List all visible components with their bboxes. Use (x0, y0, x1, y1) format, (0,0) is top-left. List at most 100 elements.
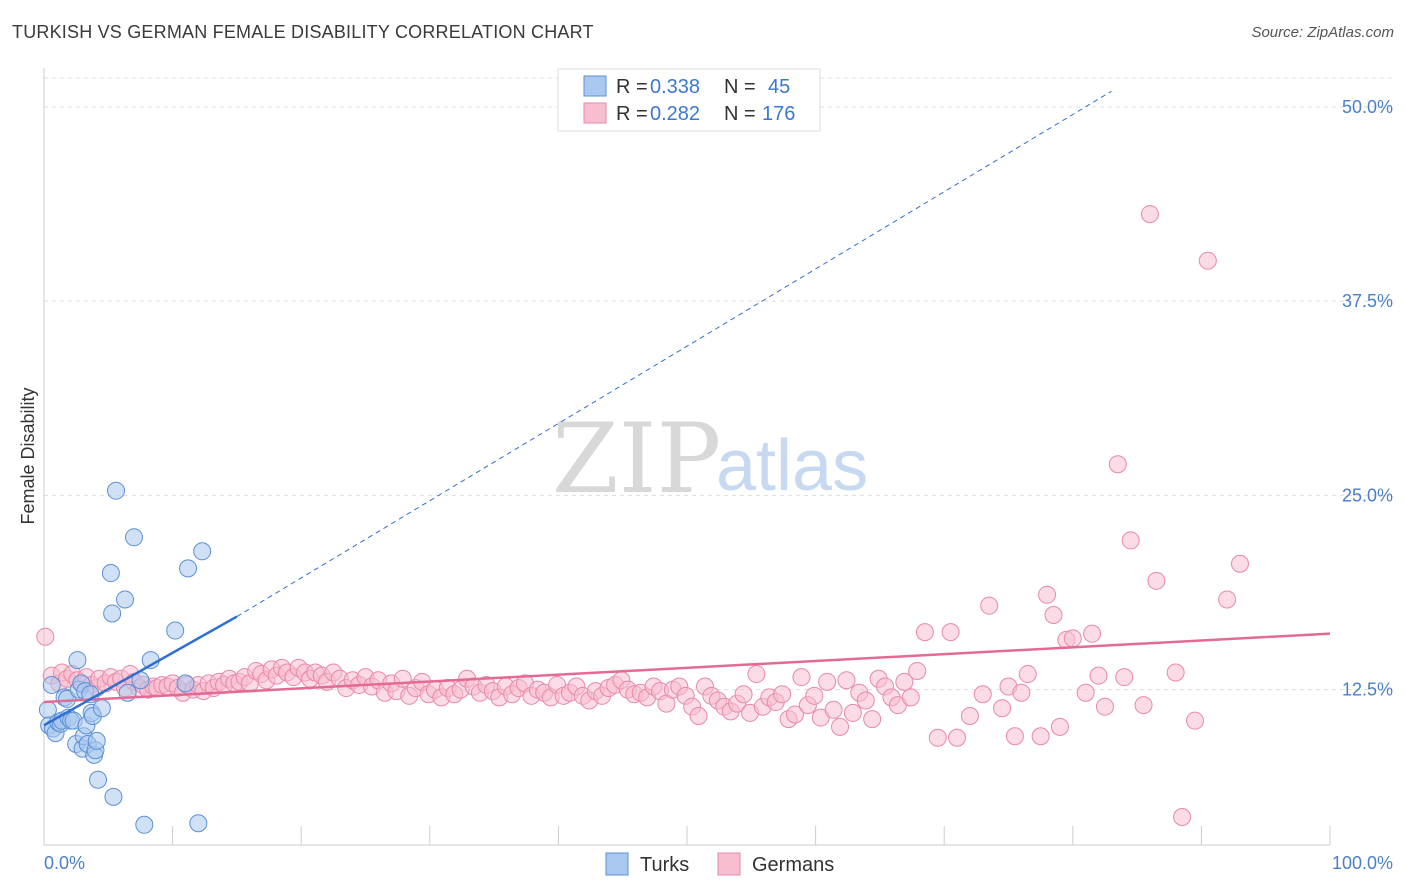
germans-point (1083, 624, 1102, 643)
germans-point (1038, 585, 1057, 604)
y-tick-labels: 12.5% 25.0% 37.5% 50.0% (1342, 97, 1393, 700)
legend-swatch-germans (583, 102, 607, 124)
turks-trend-line-extrapolated (236, 90, 1112, 617)
germans-point (773, 685, 792, 704)
germans-point (805, 686, 824, 705)
germans-point (973, 685, 992, 704)
germans-point (960, 707, 979, 726)
turks-point (179, 559, 198, 578)
germans-point (856, 691, 875, 710)
germans-point (818, 672, 837, 691)
germans-point (1140, 205, 1159, 224)
legend-n-value-germans: 176 (762, 103, 795, 125)
turks-point (176, 674, 195, 693)
turks-point (116, 590, 135, 609)
germans-point (843, 703, 862, 722)
chart-title: TURKISH VS GERMAN FEMALE DISABILITY CORR… (12, 22, 594, 42)
bottom-legend: Turks Germans (605, 852, 834, 876)
y-tick-label: 37.5% (1342, 291, 1393, 311)
germans-point (1218, 590, 1237, 609)
germans-point (837, 671, 856, 690)
germans-point (1134, 696, 1153, 715)
germans-point (1005, 727, 1024, 746)
source-label: Source: ZipAtlas.com (1251, 24, 1394, 41)
x-tick-label-min: 0.0% (44, 853, 85, 873)
watermark: ZIP atlas (552, 403, 868, 515)
germans-point (993, 699, 1012, 718)
germans-point (689, 707, 708, 726)
watermark-zip: ZIP (552, 403, 721, 515)
turks-point (104, 787, 123, 806)
germans-point (948, 728, 967, 747)
germans-point (901, 688, 920, 707)
x-tick-label-max: 100.0% (1332, 853, 1393, 873)
legend-box: R = 0.338 N = 45 R = 0.282 N = 176 (557, 68, 821, 132)
bottom-legend-label-germans: Germans (752, 854, 834, 876)
germans-point (1230, 554, 1249, 573)
germans-point (824, 700, 843, 719)
legend-n-label-turks: N = (724, 76, 756, 98)
germans-point (1063, 629, 1082, 648)
germans-point (786, 705, 805, 724)
turks-point (68, 651, 87, 670)
turks-point (42, 675, 61, 694)
germans-point (1095, 697, 1114, 716)
germans-trend-line (43, 632, 1331, 704)
legend-n-label-germans: N = (724, 103, 756, 125)
y-tick-label: 25.0% (1342, 485, 1393, 505)
germans-point (1108, 455, 1127, 474)
germans-points (36, 205, 1249, 827)
legend-r-label-germans: R = (616, 103, 648, 125)
germans-point (792, 668, 811, 687)
germans-point (863, 710, 882, 729)
bottom-legend-swatch-turks (605, 852, 629, 876)
turks-point (92, 699, 111, 718)
turks-point (135, 815, 154, 834)
bottom-legend-label-turks: Turks (640, 854, 689, 876)
turks-point (193, 542, 212, 561)
legend-r-value-germans: 0.282 (650, 103, 700, 125)
germans-point (1044, 606, 1063, 625)
turks-trend-line (43, 615, 238, 727)
turks-point (125, 528, 144, 547)
germans-point (1115, 668, 1134, 687)
germans-point (36, 627, 55, 646)
germans-point (941, 623, 960, 642)
grid-lines (44, 77, 1393, 691)
turks-point (103, 604, 122, 623)
y-tick-label: 12.5% (1342, 680, 1393, 700)
turks-point (87, 731, 106, 750)
germans-point (1121, 531, 1140, 550)
germans-point (895, 672, 914, 691)
germans-point (1185, 711, 1204, 730)
germans-point (908, 661, 927, 680)
legend-r-value-turks: 0.338 (650, 76, 700, 98)
x-ticks (43, 826, 1331, 845)
legend-swatch-turks (583, 75, 607, 97)
germans-point (1012, 683, 1031, 702)
legend-n-value-turks: 45 (768, 76, 790, 98)
germans-point (1147, 571, 1166, 590)
germans-point (747, 665, 766, 684)
turks-point (166, 621, 185, 640)
germans-point (831, 717, 850, 736)
turks-points (38, 481, 212, 834)
germans-point (1031, 727, 1050, 746)
turks-point (89, 770, 108, 789)
y-axis-title: Female Disability (18, 387, 38, 524)
turks-point (107, 481, 126, 500)
watermark-atlas: atlas (716, 426, 868, 506)
y-tick-label: 50.0% (1342, 97, 1393, 117)
turks-point (189, 814, 208, 833)
germans-point (928, 728, 947, 747)
germans-point (1173, 808, 1192, 827)
germans-point (915, 623, 934, 642)
germans-point (1166, 663, 1185, 682)
germans-point (734, 685, 753, 704)
germans-point (1076, 683, 1095, 702)
germans-point (1198, 251, 1217, 270)
legend-r-label-turks: R = (616, 76, 648, 98)
germans-point (980, 596, 999, 615)
bottom-legend-swatch-germans (717, 852, 741, 876)
